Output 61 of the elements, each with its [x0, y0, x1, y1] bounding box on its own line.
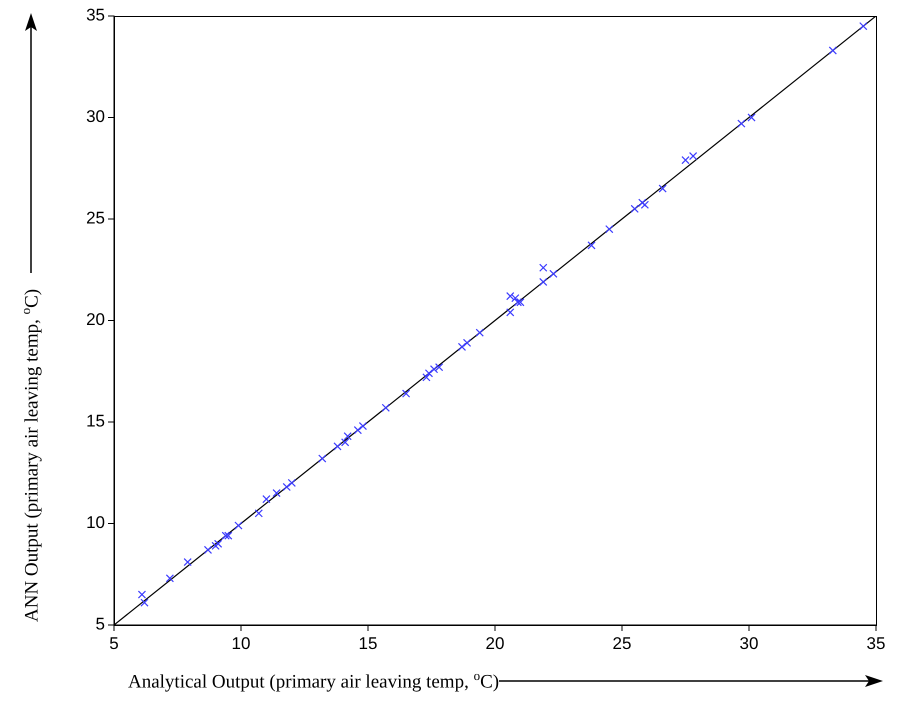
point: [539, 264, 548, 272]
point: [587, 241, 596, 250]
point: [288, 478, 296, 488]
x-tick-label: 30: [740, 634, 758, 653]
point: [681, 156, 690, 164]
x-tick-label: 35: [866, 634, 886, 653]
point: [382, 404, 390, 412]
point: [430, 365, 438, 374]
point: [234, 521, 243, 530]
y-tick-label: 30: [86, 107, 105, 126]
point: [539, 278, 548, 286]
point: [214, 540, 222, 548]
point: [254, 509, 263, 518]
point: [476, 328, 484, 337]
point: [514, 298, 522, 306]
point: [272, 488, 281, 498]
point: [549, 270, 558, 278]
point: [658, 184, 667, 193]
point: [859, 22, 868, 30]
point: [282, 482, 291, 492]
y-tick-label: 25: [86, 208, 105, 228]
point: [458, 342, 466, 352]
point: [354, 426, 362, 434]
point: [737, 119, 746, 128]
point: [333, 442, 342, 450]
point: [204, 546, 212, 554]
x-tick-label: 15: [358, 634, 378, 653]
point: [424, 369, 434, 378]
y-tick-label: 35: [86, 6, 105, 25]
x-tick-label: 10: [232, 634, 250, 653]
point: [184, 558, 192, 566]
point: [166, 574, 174, 582]
point: [422, 373, 431, 382]
point: [358, 422, 368, 430]
point: [506, 292, 514, 300]
point: [511, 294, 520, 302]
point: [640, 200, 649, 209]
point: [630, 204, 639, 213]
point: [688, 152, 698, 160]
point: [402, 389, 410, 398]
y-tick-label: 15: [86, 412, 105, 431]
point: [638, 198, 646, 207]
point: [506, 308, 514, 317]
x-tick-label: 5: [109, 634, 119, 653]
point: [747, 113, 756, 122]
point: [828, 46, 837, 55]
y-tick-label: 20: [86, 310, 105, 330]
point: [318, 454, 326, 463]
point: [434, 363, 444, 372]
point: [224, 532, 232, 540]
y-tick-label: 5: [96, 614, 105, 634]
point: [462, 338, 472, 347]
x-axis-title: Analytical Output (primary air leaving temp, $^{o}$C): [128, 668, 500, 694]
x-tick-label: 25: [612, 634, 632, 653]
point: [605, 225, 614, 234]
point: [262, 495, 271, 504]
point: [222, 532, 230, 540]
x-tick-label: 20: [486, 634, 504, 653]
point: [516, 298, 525, 306]
y-tick-label: 10: [86, 513, 105, 532]
point: [211, 542, 220, 550]
